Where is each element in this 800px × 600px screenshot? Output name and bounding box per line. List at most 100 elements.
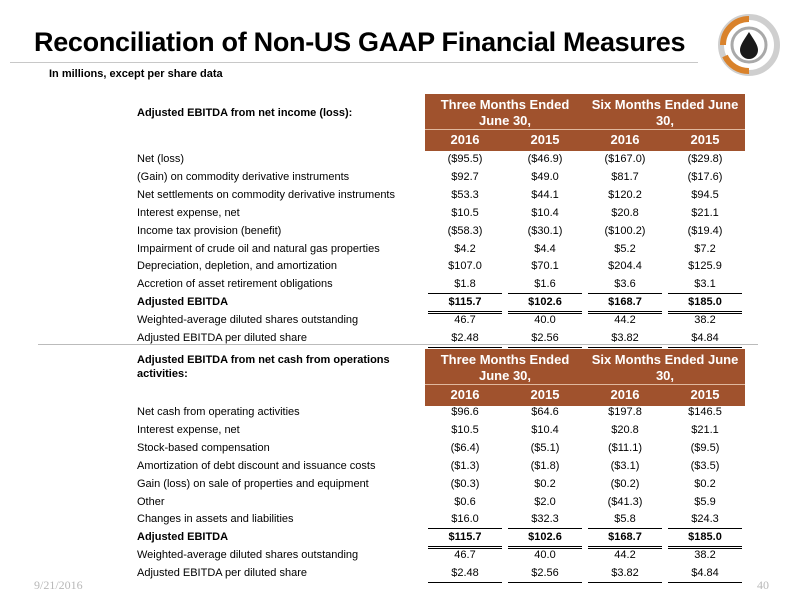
- row-label: (Gain) on commodity derivative instrumen…: [137, 170, 350, 183]
- total-rule: [588, 582, 662, 583]
- row-value: 44.2: [614, 314, 636, 327]
- row-value: $10.4: [531, 206, 559, 219]
- row-value: $3.6: [614, 278, 636, 291]
- row-value: $4.4: [534, 242, 556, 255]
- row-value: ($3.1): [610, 459, 640, 472]
- table-row: Net cash from operating activities $96.6 $…: [0, 404, 800, 422]
- row-value: ($41.3): [607, 495, 643, 508]
- row-value: $168.7: [608, 296, 642, 309]
- row-value: 44.2: [614, 549, 636, 562]
- row-value: $7.2: [694, 242, 716, 255]
- row-value: ($1.8): [530, 459, 560, 472]
- row-value: $70.1: [531, 260, 559, 273]
- row-value: $64.6: [531, 406, 559, 418]
- row-label: Net (loss): [137, 153, 185, 165]
- row-value: ($167.0): [604, 153, 646, 165]
- total-rule: [428, 346, 502, 348]
- row-value: $115.7: [448, 531, 482, 544]
- row-value: $0.6: [454, 495, 476, 508]
- row-value: $185.0: [688, 531, 722, 544]
- table-row: Weighted-average diluted shares outstand…: [0, 312, 800, 330]
- double-rule: [428, 311, 502, 315]
- double-rule: [588, 311, 662, 315]
- row-label: Adjusted EBITDA per diluted share: [137, 332, 307, 344]
- group-header-six-months: Six Months Ended June 30,: [591, 97, 739, 128]
- row-value: ($1.3): [450, 459, 480, 472]
- row-value: $115.7: [448, 296, 482, 309]
- row-value: ($11.1): [607, 441, 643, 454]
- table-row: Interest expense, net $10.5 $10.4 $20.8 $21.…: [0, 422, 800, 440]
- row-value: $3.82: [611, 567, 639, 580]
- row-value: ($95.5): [447, 153, 483, 165]
- section-divider: [38, 344, 758, 345]
- group-header-three-months: Three Months Ended June 30,: [440, 352, 570, 383]
- row-value: $102.6: [528, 296, 562, 309]
- row-value: $5.8: [614, 513, 636, 526]
- table-row: Adjusted EBITDA $115.7 $102.6 $168.7 $185.0: [0, 529, 800, 547]
- row-value: $2.0: [534, 495, 556, 508]
- row-label: Stock-based compensation: [137, 441, 270, 454]
- row-label: Accretion of asset retirement obligation…: [137, 278, 333, 291]
- row-value: $107.0: [448, 260, 482, 273]
- row-value: $20.8: [611, 423, 639, 436]
- table-row: Interest expense, net $10.5 $10.4 $20.8 $21.…: [0, 205, 800, 223]
- table-row: Changes in assets and liabilities $16.0 $3…: [0, 511, 800, 529]
- total-rule: [508, 528, 582, 530]
- row-value: $2.48: [451, 332, 479, 344]
- row-value: $2.56: [531, 567, 559, 580]
- total-rule: [588, 346, 662, 348]
- row-value: $3.82: [611, 332, 639, 344]
- row-value: $0.2: [534, 477, 556, 490]
- row-label: Adjusted EBITDA per diluted share: [137, 567, 307, 580]
- table-row: Gain (loss) on sale of properties and eq…: [0, 476, 800, 494]
- header-divider: [425, 384, 745, 385]
- row-value: $5.9: [694, 495, 716, 508]
- double-rule: [588, 546, 662, 550]
- row-value: ($6.4): [450, 441, 480, 454]
- row-value: $21.1: [691, 206, 719, 219]
- table-row: Stock-based compensation ($6.4) ($5.1) ($11…: [0, 440, 800, 458]
- row-value: $4.2: [454, 242, 476, 255]
- group-header-three-months: Three Months Ended June 30,: [440, 97, 570, 128]
- total-rule: [428, 582, 502, 583]
- column-header-band: Three Months Ended June 30, Six Months E…: [425, 94, 745, 151]
- year-header: 2016: [450, 387, 480, 402]
- row-value: ($58.3): [447, 224, 483, 237]
- row-value: $1.8: [454, 278, 476, 291]
- row-value: $10.5: [451, 423, 479, 436]
- row-label: Impairment of crude oil and natural gas …: [137, 242, 380, 255]
- row-label: Depreciation, depletion, and amortizatio…: [137, 260, 337, 273]
- row-label: Adjusted EBITDA: [137, 531, 229, 544]
- row-value: ($17.6): [687, 170, 723, 183]
- row-value: $81.7: [611, 170, 639, 183]
- oil-drop-logo-icon: [718, 14, 780, 76]
- page-title: Reconciliation of Non-US GAAP Financial …: [34, 27, 686, 57]
- row-value: $10.4: [531, 423, 559, 436]
- row-value: $32.3: [531, 513, 559, 526]
- page-subtitle: In millions, except per share data: [49, 68, 223, 80]
- row-label: Weighted-average diluted shares outstand…: [137, 549, 359, 562]
- row-value: 38.2: [694, 314, 716, 327]
- table-row: Other $0.6 $2.0 ($41.3) $5.9: [0, 494, 800, 512]
- table-row: Depreciation, depletion, and amortizatio…: [0, 258, 800, 276]
- double-rule: [668, 546, 742, 550]
- row-value: 38.2: [694, 549, 716, 562]
- total-rule: [668, 528, 742, 530]
- total-rule: [508, 346, 582, 348]
- row-value: ($19.4): [687, 224, 723, 237]
- row-label: Changes in assets and liabilities: [137, 513, 294, 526]
- total-rule: [668, 293, 742, 295]
- total-rule: [668, 346, 742, 348]
- section-heading: Adjusted EBITDA from net income (loss):: [137, 107, 353, 119]
- title-divider: [10, 62, 698, 63]
- row-value: $44.1: [531, 188, 559, 201]
- row-label: Net cash from operating activities: [137, 406, 300, 418]
- row-value: ($0.3): [450, 477, 480, 490]
- row-value: $185.0: [688, 296, 722, 309]
- year-header: 2016: [610, 387, 640, 402]
- row-value: ($30.1): [527, 224, 563, 237]
- row-value: $96.6: [451, 406, 479, 418]
- row-value: $94.5: [691, 188, 719, 201]
- table-row: Adjusted EBITDA $115.7 $102.6 $168.7 $185.0: [0, 294, 800, 312]
- row-value: $2.56: [531, 332, 559, 344]
